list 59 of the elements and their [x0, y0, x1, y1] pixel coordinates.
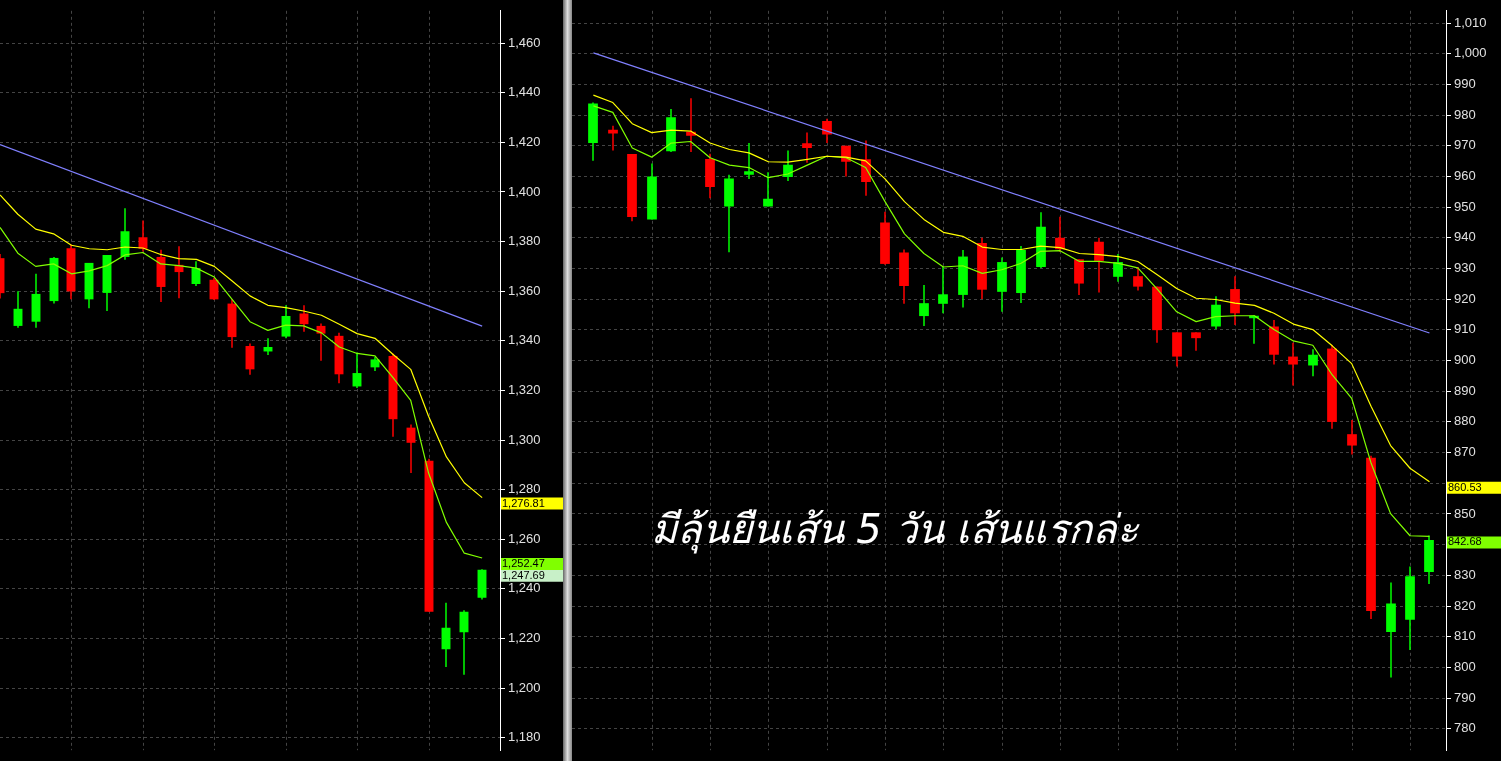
y-tick-label: 910: [1454, 321, 1476, 337]
y-tick-label: 830: [1454, 566, 1476, 582]
candlestick: [783, 149, 793, 182]
data-label: 842.68: [1448, 535, 1482, 548]
y-tick-label: 1,360: [508, 282, 541, 298]
y-tick-label: 920: [1454, 290, 1476, 306]
y-tick-label: 980: [1454, 106, 1476, 122]
text: 1,247.69: [502, 568, 545, 581]
y-tick-label: 900: [1454, 352, 1476, 368]
y-tick-label: 870: [1454, 444, 1476, 460]
candlestick: [802, 131, 812, 164]
candlestick: [763, 171, 773, 208]
y-tick-label: 1,420: [508, 133, 541, 149]
y-tick-label: 970: [1454, 137, 1476, 153]
y-tick-label: 780: [1454, 720, 1476, 736]
candlestick: [1211, 295, 1221, 330]
candlestick: [1055, 215, 1065, 253]
candlestick: [938, 265, 948, 315]
candlestick: [744, 142, 754, 180]
y-tick-label: 1,280: [508, 481, 541, 497]
data-label: 1,276.81: [502, 496, 545, 509]
y-tick-label: 1,380: [508, 233, 541, 249]
y-tick-label: 1,460: [508, 34, 541, 50]
candlestick: [919, 284, 929, 327]
data-label: 1,252.47: [502, 557, 545, 570]
y-tick-label: 1,300: [508, 431, 541, 447]
y-tick-label: 1,320: [508, 382, 541, 397]
y-tick-label: 790: [1454, 689, 1476, 705]
y-tick-label: 1,260: [508, 530, 541, 546]
y-tick-label: 810: [1454, 628, 1476, 644]
candlestick: [1191, 331, 1201, 352]
y-tick-label: 930: [1454, 260, 1476, 276]
y-tick-label: 880: [1454, 413, 1476, 429]
y-tick-label: 1,220: [508, 630, 541, 646]
y-tick-label: 940: [1454, 229, 1476, 245]
y-tick-label: 1,000: [1454, 45, 1487, 61]
y-tick-label: 990: [1454, 76, 1476, 92]
y-tick-label: 1,180: [508, 729, 541, 745]
y-tick-label: 800: [1454, 658, 1476, 674]
candlestick: [1288, 342, 1298, 387]
y-tick-label: 1,200: [508, 679, 541, 695]
candlestick: [608, 125, 618, 152]
annotation: มีลุ้นยืนเส้น 5 วัน เส้นแรกล่ะ: [650, 506, 1141, 555]
y-tick-label: 1,400: [508, 183, 541, 199]
y-tick-label: 890: [1454, 382, 1476, 398]
y-tick-label: 1,440: [508, 84, 541, 100]
y-tick-label: 820: [1454, 597, 1476, 613]
y-tick-label: 950: [1454, 198, 1476, 214]
candlestick: [1308, 348, 1318, 377]
candlestick: [1133, 266, 1143, 292]
y-tick-label: 1,010: [1454, 14, 1487, 30]
candlestick: [1347, 419, 1357, 456]
candlestick: [1094, 237, 1104, 294]
y-tick-label: 960: [1454, 168, 1476, 184]
y-tick-label: 1,340: [508, 332, 541, 348]
y-tick-label: 1,240: [508, 580, 541, 596]
candlestick: [1113, 253, 1123, 283]
data-label: 860.53: [1448, 480, 1482, 493]
y-tick-label: 850: [1454, 505, 1476, 521]
